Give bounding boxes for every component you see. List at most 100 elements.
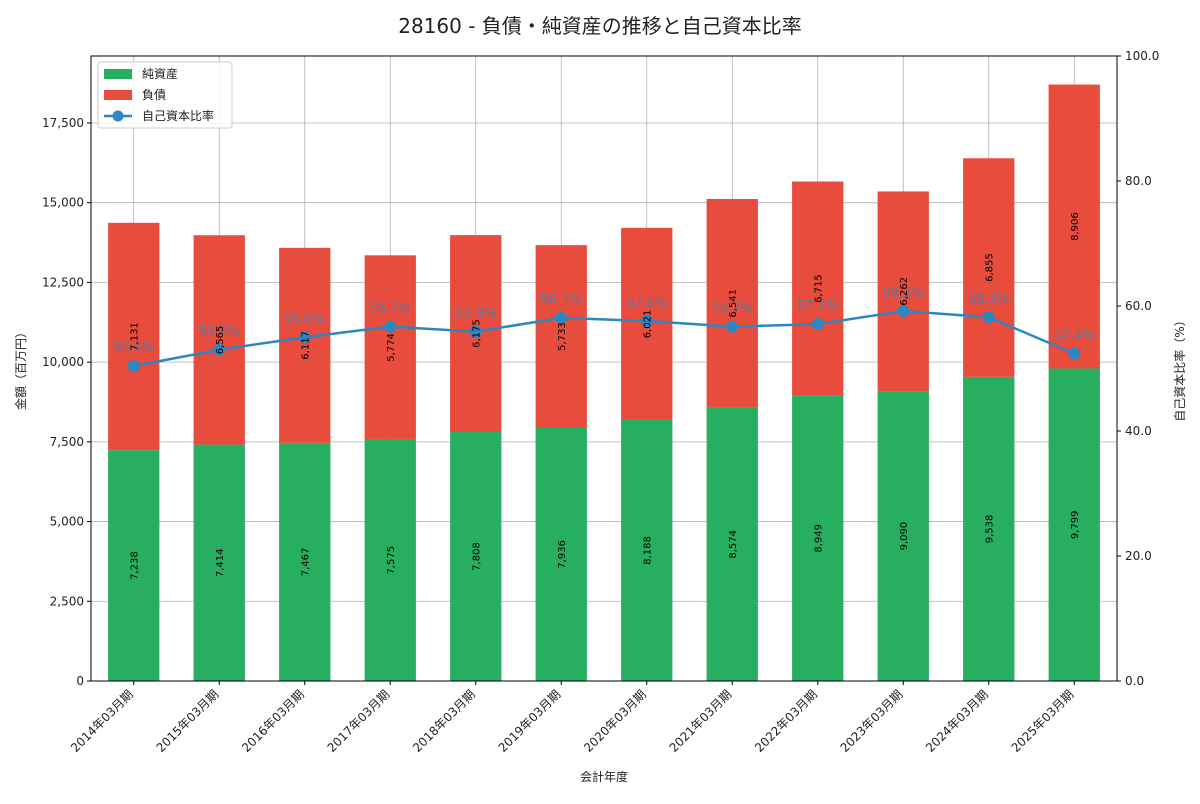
bar-liabilities: [963, 158, 1015, 377]
x-tick-label: 2024年03月期: [923, 687, 991, 755]
bar-net-assets: [450, 432, 502, 681]
x-tick-label: 2021年03月期: [667, 687, 735, 755]
bar-net-assets: [877, 391, 929, 681]
ratio-value-label: 53.0%: [199, 325, 240, 340]
y2-tick-label: 80.0: [1125, 174, 1152, 188]
y2-axis-label: 自己資本比率（%）: [1172, 314, 1187, 421]
bar-net-assets: [108, 450, 160, 681]
bar-value-label: 7,936: [557, 540, 568, 569]
x-tick-label: 2019年03月期: [496, 687, 564, 755]
legend-item-liabilities-swatch: [104, 90, 132, 100]
y2-tick-label: 20.0: [1125, 549, 1152, 563]
bar-net-assets: [364, 439, 416, 681]
y-tick-label: 17,500: [42, 116, 84, 130]
bar-value-label: 7,575: [386, 546, 397, 575]
bar-value-label: 5,774: [386, 333, 397, 362]
ratio-point: [469, 325, 482, 338]
bar-net-assets: [1048, 368, 1100, 681]
x-tick-label: 2015年03月期: [154, 687, 222, 755]
ratio-point: [384, 320, 397, 333]
bar-liabilities: [877, 191, 929, 392]
bar-net-assets: [279, 442, 331, 681]
x-tick-label: 2022年03月期: [752, 687, 820, 755]
y-tick-label: 12,500: [42, 275, 84, 289]
bar-value-label: 9,538: [985, 515, 996, 544]
legend-item-net-assets-swatch: [104, 69, 132, 79]
ratio-value-label: 58.2%: [968, 292, 1009, 307]
bar-liabilities: [193, 235, 245, 445]
ratio-line: [133, 309, 1075, 368]
ratio-point: [897, 305, 910, 317]
ratio-value-label: 56.7%: [370, 302, 411, 317]
ratio-value-label: 59.2%: [883, 286, 924, 301]
bar-value-label: 6,715: [814, 274, 825, 303]
bar-value-label: 6,021: [643, 310, 654, 339]
bar-value-label: 9,799: [1070, 510, 1081, 539]
bar-value-label: 7,467: [301, 548, 312, 577]
x-tick-label: 2018年03月期: [410, 687, 478, 755]
bar-net-assets: [963, 376, 1015, 681]
bar-value-label: 7,238: [130, 551, 141, 580]
ratio-value-label: 57.1%: [797, 299, 838, 314]
chart-title: 28160 - 負債・純資産の推移と自己資本比率: [398, 14, 802, 38]
y-tick-label: 2,500: [50, 594, 84, 608]
y2-tick-label: 0.0: [1125, 674, 1144, 688]
x-tick-label: 2020年03月期: [581, 687, 649, 755]
bar-liabilities: [792, 181, 844, 396]
ratio-point: [726, 320, 739, 333]
y-tick-label: 15,000: [42, 196, 84, 210]
bar-value-label: 6,117: [301, 331, 312, 360]
bar-liabilities: [706, 199, 758, 408]
bar-liabilities: [108, 222, 160, 451]
bar-net-assets: [535, 427, 587, 681]
ratio-value-label: 57.6%: [626, 296, 667, 311]
bar-liabilities: [364, 255, 416, 440]
bar-net-assets: [621, 419, 673, 681]
bar-value-label: 6,262: [899, 277, 910, 306]
ratio-point: [298, 331, 311, 344]
x-tick-label: 2014年03月期: [68, 687, 136, 755]
legend-item-liabilities-label: 負債: [142, 87, 166, 102]
plot-frame: [90, 55, 1118, 682]
bar-net-assets: [706, 407, 758, 681]
ratio-point: [982, 311, 995, 324]
bar-value-label: 7,808: [472, 542, 483, 571]
ratio-point: [811, 318, 824, 331]
y-tick-label: 5,000: [50, 515, 84, 529]
bar-value-label: 6,175: [472, 319, 483, 348]
bar-value-label: 6,541: [728, 289, 739, 318]
bar-net-assets: [792, 395, 844, 681]
ratio-value-label: 52.4%: [1054, 329, 1095, 344]
bar-value-label: 5,733: [557, 322, 568, 351]
y-tick-label: 7,500: [50, 435, 84, 449]
x-tick-label: 2017年03月期: [325, 687, 393, 755]
y2-tick-label: 100.0: [1125, 49, 1159, 63]
ratio-point: [127, 360, 140, 372]
bar-value-label: 8,188: [643, 536, 654, 565]
bar-liabilities: [1048, 84, 1100, 369]
ratio-value-label: 55.9%: [455, 307, 496, 322]
bar-value-label: 8,949: [814, 524, 825, 553]
legend-item-equity-ratio-label: 自己資本比率: [142, 108, 214, 123]
legend-item-net-assets-label: 純資産: [142, 66, 178, 81]
y-axis-label: 金額（百万円）: [13, 326, 28, 410]
ratio-point: [1068, 347, 1081, 360]
bar-value-label: 8,906: [1070, 212, 1081, 241]
x-tick-label: 2023年03月期: [838, 687, 906, 755]
ratio-value-label: 56.7%: [712, 302, 753, 317]
x-axis-label: 会計年度: [580, 769, 628, 784]
bar-value-label: 7,131: [130, 322, 141, 351]
legend-item-equity-ratio-marker: [112, 110, 124, 122]
bar-net-assets: [193, 444, 245, 681]
x-tick-label: 2016年03月期: [239, 687, 307, 755]
ratio-value-label: 50.4%: [113, 341, 154, 356]
bar-value-label: 6,855: [985, 253, 996, 282]
ratio-point: [213, 343, 226, 356]
bar-value-label: 6,565: [215, 326, 226, 355]
bar-value-label: 7,414: [215, 548, 226, 577]
ratio-value-label: 58.1%: [541, 293, 582, 308]
bar-liabilities: [279, 247, 331, 443]
ratio-point: [640, 315, 653, 327]
